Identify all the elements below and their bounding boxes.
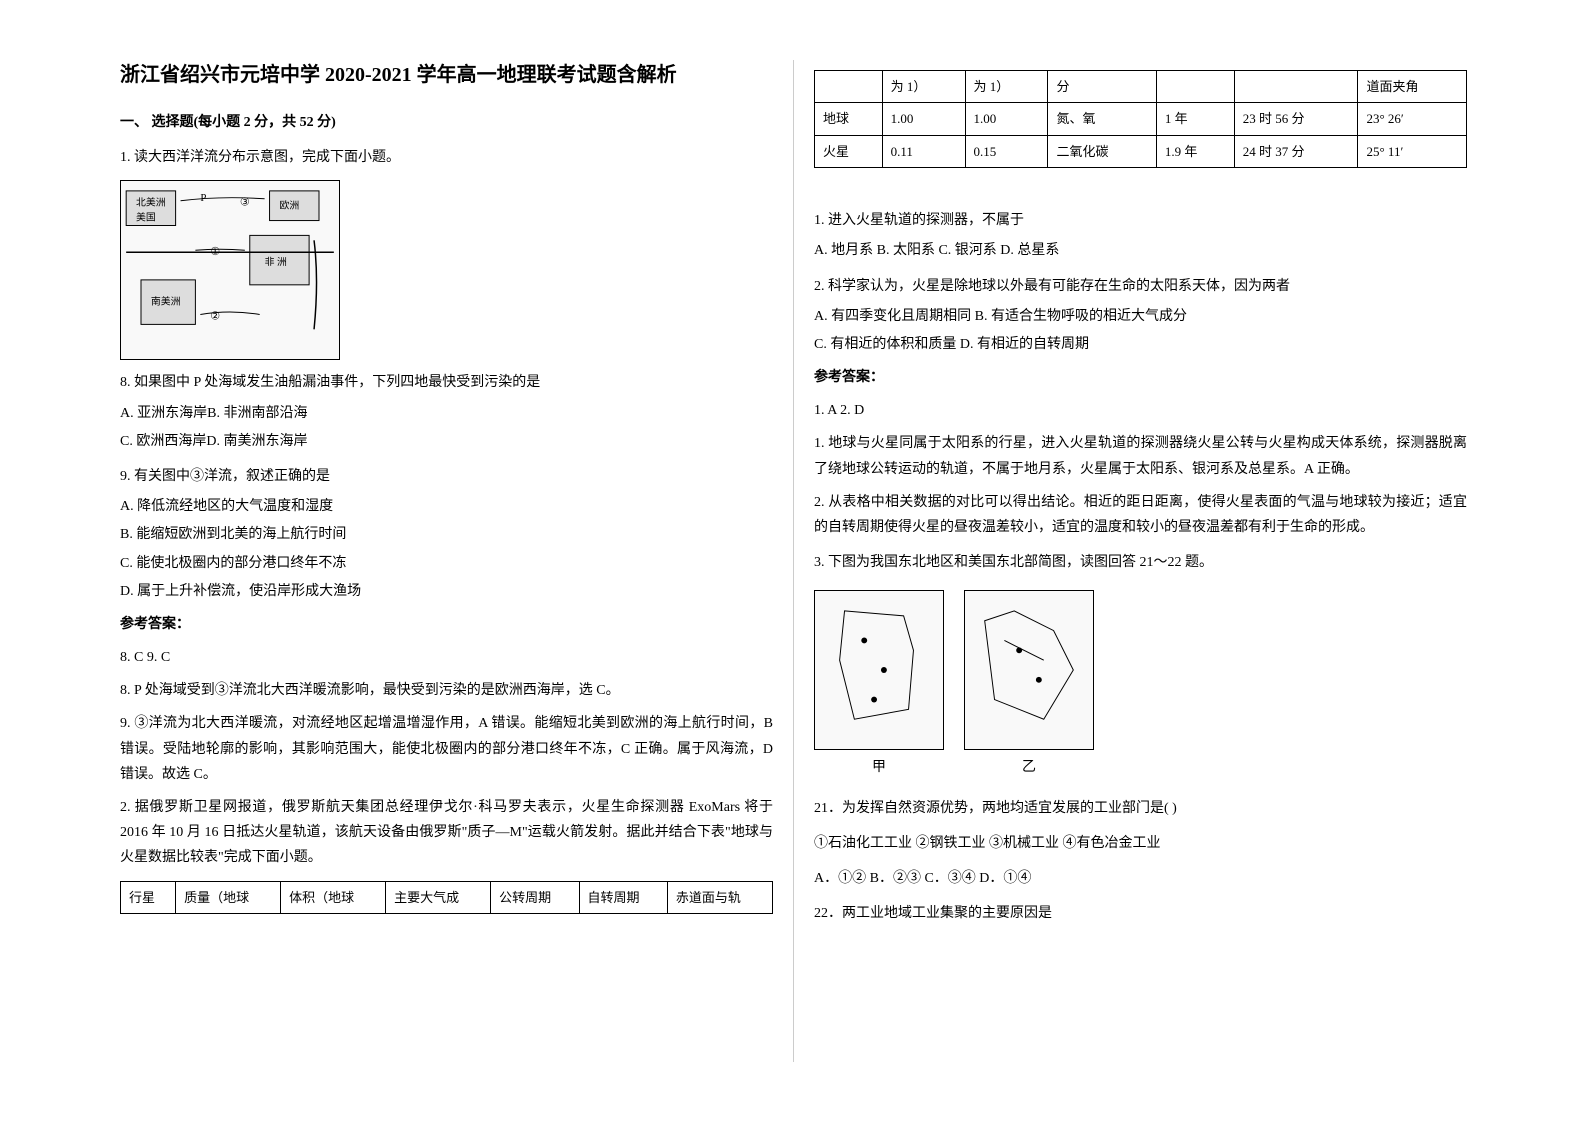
th-3: 主要大气成 — [386, 881, 491, 913]
cell: 1.00 — [965, 103, 1048, 135]
label-na: 北美洲 — [136, 196, 166, 209]
label-af: 非 洲 — [265, 256, 287, 268]
cell: 1.00 — [882, 103, 965, 135]
label-eu: 欧洲 — [279, 200, 299, 212]
q3-intro: 3. 下图为我国东北地区和美国东北部简图，读图回答 21～22 题。 — [814, 550, 1467, 575]
q8-opt-c: C. 欧洲西海岸D. 南美洲东海岸 — [120, 429, 773, 454]
atlantic-diagram: 北美洲 美国 欧洲 非 洲 南美洲 P ③ ① ② — [120, 180, 340, 360]
q2-1-opts: A. 地月系 B. 太阳系 C. 银河系 D. 总星系 — [814, 238, 1467, 263]
q2-2-opt-c: C. 有相近的体积和质量 D. 有相近的自转周期 — [814, 332, 1467, 357]
cell — [1156, 71, 1234, 103]
map-label-yi: 乙 — [964, 755, 1094, 780]
q8-text: 8. 如果图中 P 处海域发生油船漏油事件，下列四地最快受到污染的是 — [120, 370, 773, 395]
q9-text: 9. 有关图中③洋流，叙述正确的是 — [120, 464, 773, 489]
table-row: 火星 0.11 0.15 二氧化碳 1.9 年 24 时 37 分 25° 11… — [815, 135, 1467, 167]
explain-8: 8. P 处海域受到③洋流北大西洋暖流影响，最快受到污染的是欧洲西海岸，选 C。 — [120, 678, 773, 703]
q8-opt-a: A. 亚洲东海岸B. 非洲南部沿海 — [120, 401, 773, 426]
answer-header-2: 参考答案： — [814, 365, 1467, 390]
planet-comparison-table: 为 1） 为 1） 分 道面夹角 地球 1.00 1.00 氮、氧 1 年 23… — [814, 70, 1467, 168]
map-jia — [814, 590, 944, 750]
explain-2-1: 1. 地球与火星同属于太阳系的行星，进入火星轨道的探测器绕火星公转与火星构成天体… — [814, 431, 1467, 481]
label-sa: 南美洲 — [151, 295, 181, 308]
cell: 0.15 — [965, 135, 1048, 167]
cell: 0.11 — [882, 135, 965, 167]
table-row: 为 1） 为 1） 分 道面夹角 — [815, 71, 1467, 103]
th-1: 质量（地球 — [176, 881, 281, 913]
th-2: 体积（地球 — [281, 881, 386, 913]
cell: 1 年 — [1156, 103, 1234, 135]
cell: 24 时 37 分 — [1234, 135, 1358, 167]
q9-opt-d: D. 属于上升补偿流，使沿岸形成大渔场 — [120, 579, 773, 604]
th-5: 自转周期 — [579, 881, 667, 913]
q21-text: 21．为发挥自然资源优势，两地均适宜发展的工业部门是( ) — [814, 796, 1467, 821]
q22-text: 22．两工业地域工业集聚的主要原因是 — [814, 901, 1467, 926]
answer-header-1: 参考答案： — [120, 612, 773, 637]
cell: 氮、氧 — [1048, 103, 1156, 135]
th-0: 行星 — [121, 881, 176, 913]
label-3: ③ — [240, 197, 250, 209]
explain-9: 9. ③洋流为北大西洋暖流，对流经地区起增温增湿作用，A 错误。能缩短北美到欧洲… — [120, 711, 773, 787]
cell: 25° 11′ — [1358, 135, 1467, 167]
cell — [1234, 71, 1358, 103]
section-header: 一、 选择题(每小题 2 分，共 52 分) — [120, 110, 773, 135]
cell: 23° 26′ — [1358, 103, 1467, 135]
cell: 火星 — [815, 135, 883, 167]
map-container: 甲 乙 — [814, 590, 1467, 780]
ans-8-9: 8. C 9. C — [120, 645, 773, 670]
q2-2-text: 2. 科学家认为，火星是除地球以外最有可能存在生命的太阳系天体，因为两者 — [814, 274, 1467, 299]
q21-items: ①石油化工工业 ②钢铁工业 ③机械工业 ④有色冶金工业 — [814, 831, 1467, 856]
cell — [815, 71, 883, 103]
q1-intro: 1. 读大西洋洋流分布示意图，完成下面小题。 — [120, 145, 773, 170]
cell: 23 时 56 分 — [1234, 103, 1358, 135]
cell: 分 — [1048, 71, 1156, 103]
q9-opt-c: C. 能使北极圈内的部分港口终年不冻 — [120, 551, 773, 576]
q2-1-text: 1. 进入火星轨道的探测器，不属于 — [814, 208, 1467, 233]
cell: 道面夹角 — [1358, 71, 1467, 103]
q21-opts: A．①② B．②③ C．③④ D．①④ — [814, 866, 1467, 891]
ans-2: 1. A 2. D — [814, 398, 1467, 423]
cell: 二氧化碳 — [1048, 135, 1156, 167]
map-yi — [964, 590, 1094, 750]
q2-intro: 2. 据俄罗斯卫星网报道，俄罗斯航天集团总经理伊戈尔·科马罗夫表示，火星生命探测… — [120, 795, 773, 871]
cell: 为 1） — [882, 71, 965, 103]
cell: 1.9 年 — [1156, 135, 1234, 167]
cell: 为 1） — [965, 71, 1048, 103]
label-p: P — [200, 192, 206, 204]
th-4: 公转周期 — [491, 881, 579, 913]
q2-2-opt-a: A. 有四季变化且周期相同 B. 有适合生物呼吸的相近大气成分 — [814, 304, 1467, 329]
map-label-jia: 甲 — [814, 755, 944, 780]
table-row: 地球 1.00 1.00 氮、氧 1 年 23 时 56 分 23° 26′ — [815, 103, 1467, 135]
q9-opt-b: B. 能缩短欧洲到北美的海上航行时间 — [120, 522, 773, 547]
th-6: 赤道面与轨 — [667, 881, 772, 913]
q9-opt-a: A. 降低流经地区的大气温度和湿度 — [120, 494, 773, 519]
exam-title: 浙江省绍兴市元培中学 2020-2021 学年高一地理联考试题含解析 — [120, 60, 773, 90]
cell: 地球 — [815, 103, 883, 135]
table-left-header: 行星 质量（地球 体积（地球 主要大气成 公转周期 自转周期 赤道面与轨 — [120, 881, 773, 914]
label-us: 美国 — [136, 211, 156, 224]
explain-2-2: 2. 从表格中相关数据的对比可以得出结论。相近的距日距离，使得火星表面的气温与地… — [814, 490, 1467, 540]
